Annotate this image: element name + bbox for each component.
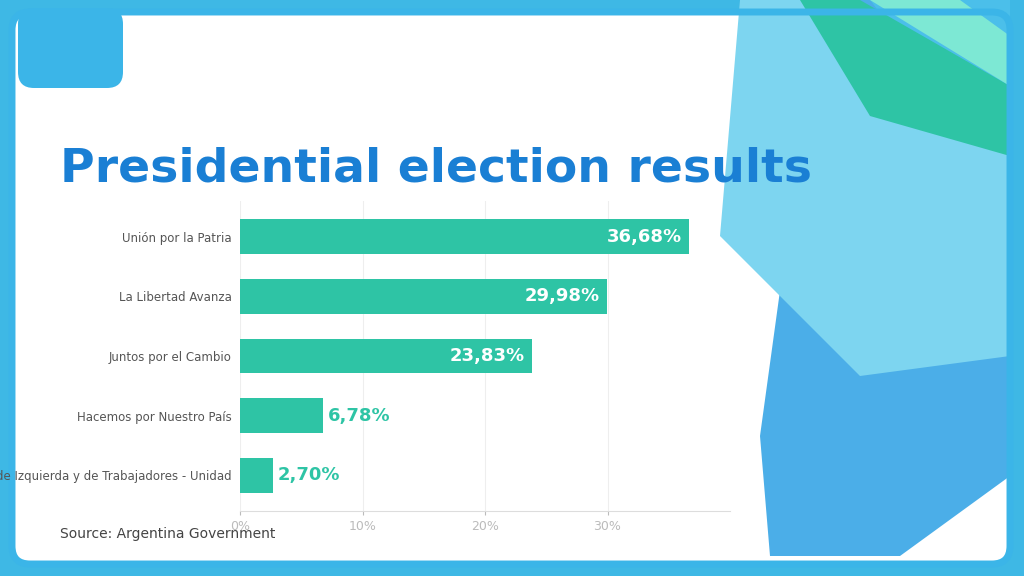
Bar	[240, 219, 689, 254]
Text: Source: Argentina Government: Source: Argentina Government	[60, 527, 275, 541]
Bar	[240, 279, 607, 314]
Bar	[240, 399, 323, 433]
FancyBboxPatch shape	[18, 8, 123, 88]
Polygon shape	[720, 0, 1010, 376]
Text: 29,98%: 29,98%	[524, 287, 600, 305]
Bar	[240, 339, 531, 373]
Polygon shape	[800, 0, 1010, 156]
Polygon shape	[870, 0, 1010, 86]
Text: 6,78%: 6,78%	[328, 407, 390, 425]
Polygon shape	[760, 0, 1010, 556]
Text: Presidential election results: Presidential election results	[60, 146, 812, 191]
Text: 2,70%: 2,70%	[278, 466, 340, 484]
Text: 23,83%: 23,83%	[450, 347, 524, 365]
Text: 36,68%: 36,68%	[607, 228, 682, 246]
FancyBboxPatch shape	[12, 12, 1010, 564]
Bar	[240, 458, 273, 492]
Polygon shape	[760, 0, 1010, 196]
